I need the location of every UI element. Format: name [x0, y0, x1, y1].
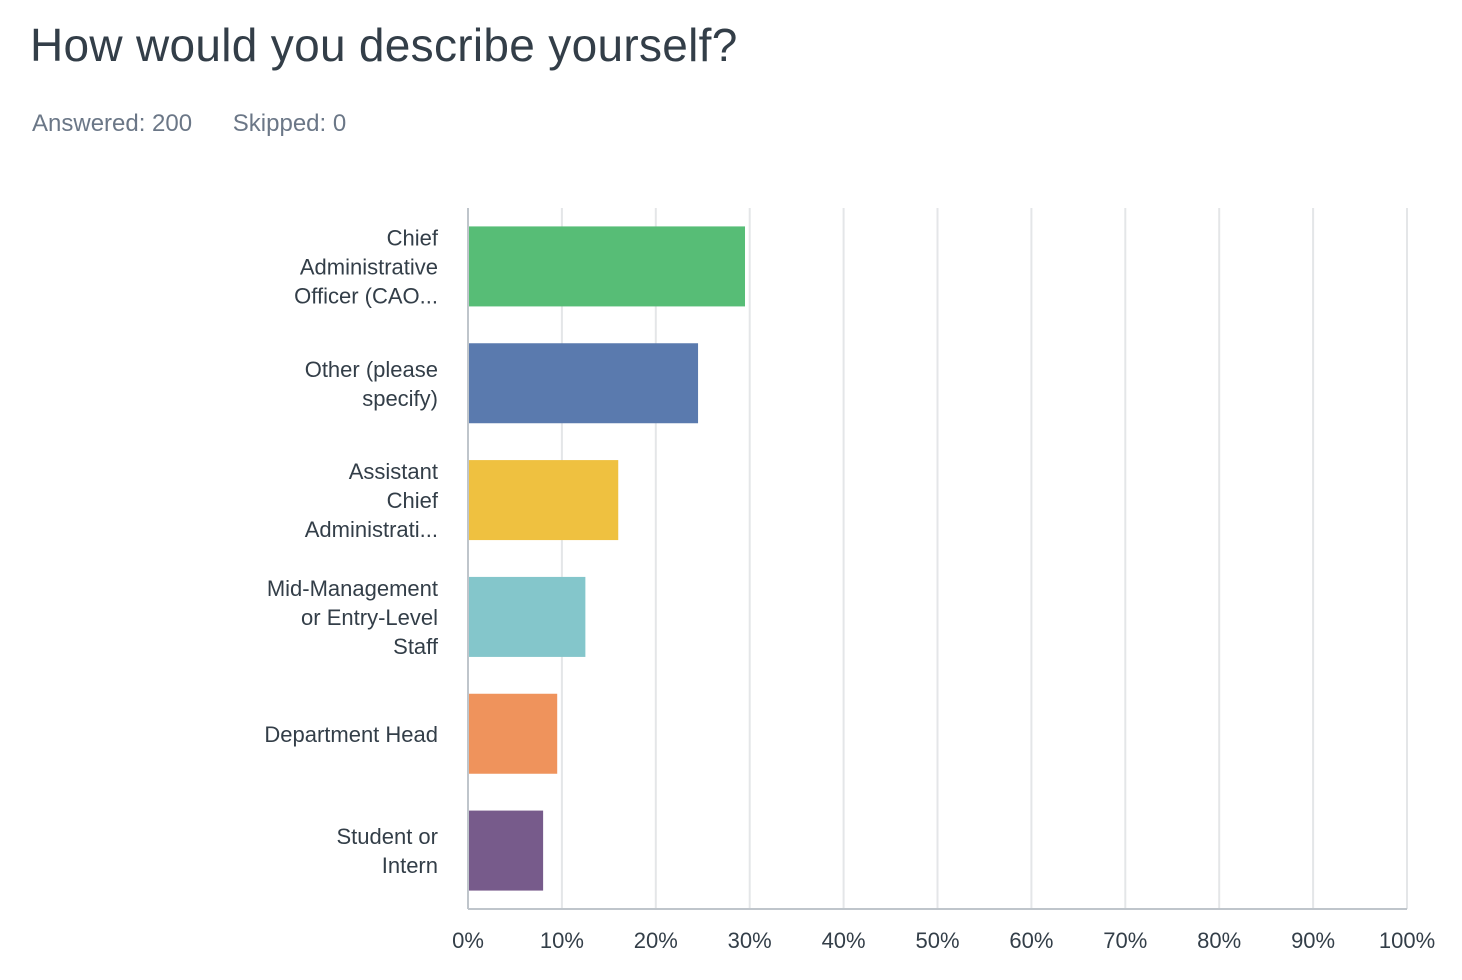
x-tick-label: 90%: [1291, 928, 1335, 953]
category-labels: Chief Administrative Officer (CAO... Other …: [264, 225, 439, 878]
x-tick-label: 60%: [1009, 928, 1053, 953]
category-label: Other (please: [305, 357, 438, 382]
category-label: Department Head: [264, 722, 438, 747]
x-tick-label: 100%: [1379, 928, 1435, 953]
skipped-count: Skipped: 0: [232, 110, 347, 137]
category-label: Administrati...: [305, 517, 438, 542]
x-tick-label: 40%: [822, 928, 866, 953]
category-label: Officer (CAO...: [294, 283, 438, 308]
question-title: How would you describe yourself?: [30, 19, 738, 71]
x-tick-label: 70%: [1103, 928, 1147, 953]
answered-count: Answered: 200: [32, 110, 193, 137]
bars: [469, 226, 746, 891]
x-tick-label: 30%: [728, 928, 772, 953]
category-label: Assistant: [349, 459, 438, 484]
x-tick-label: 80%: [1197, 928, 1241, 953]
x-tick-label: 10%: [540, 928, 584, 953]
category-label: or Entry-Level: [301, 605, 438, 630]
x-tick-label: 20%: [634, 928, 678, 953]
x-tick-label: 50%: [915, 928, 959, 953]
response-stats: Answered: 200 Skipped: 0: [32, 110, 380, 138]
category-label: Intern: [382, 853, 438, 878]
bar[interactable]: [469, 810, 544, 891]
category-label: Mid-Management: [267, 576, 438, 601]
category-label: Chief: [387, 488, 439, 513]
bar[interactable]: [469, 226, 746, 307]
category-label: Student or: [336, 824, 438, 849]
bar[interactable]: [469, 576, 586, 657]
bar[interactable]: [469, 460, 619, 541]
x-tick-label: 0%: [452, 928, 484, 953]
gridlines: [467, 208, 1408, 910]
category-label: Staff: [393, 634, 439, 659]
category-label: specify): [362, 386, 438, 411]
bar[interactable]: [469, 693, 558, 774]
bar[interactable]: [469, 343, 699, 424]
x-axis-ticks: 0% 10% 20% 30% 40% 50% 60% 70% 80% 90% 100%: [452, 928, 1435, 953]
category-label: Administrative: [300, 254, 438, 279]
category-label: Chief: [387, 225, 439, 250]
